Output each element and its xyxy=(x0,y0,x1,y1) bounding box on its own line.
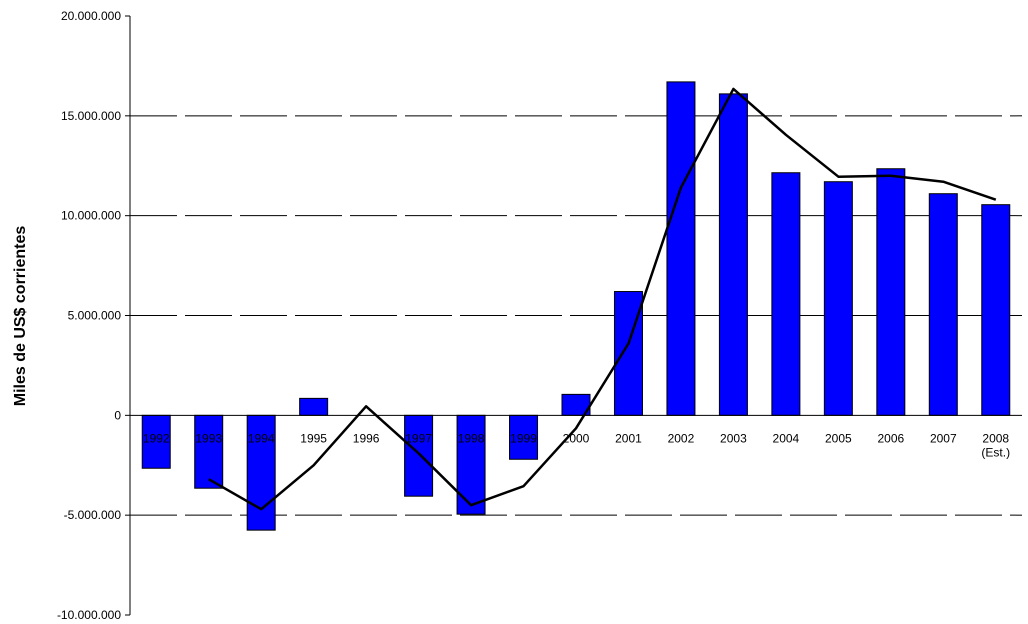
bar-1997 xyxy=(404,414,434,497)
bar-2007 xyxy=(928,193,958,416)
x-tick-label-2007: 2007 xyxy=(930,431,957,445)
x-tick-label-2008: 2008 xyxy=(982,431,1009,445)
bar-1993 xyxy=(194,414,224,489)
bar-2008 xyxy=(981,204,1011,416)
bar-2001 xyxy=(613,291,643,416)
bars xyxy=(141,81,1011,531)
bar-1992 xyxy=(141,414,171,469)
x-tick-label-1997: 1997 xyxy=(405,431,432,445)
y-tick-label: 10.000.000 xyxy=(61,209,121,223)
x-tick-labels: 1992 1993 1994 1995 1996 1997 1998 1999 2000 2001… xyxy=(143,431,1010,459)
y-tick-label: 15.000.000 xyxy=(61,109,121,123)
x-tick-label-2002: 2002 xyxy=(668,431,695,445)
bar-2002 xyxy=(666,81,696,416)
bar-2006 xyxy=(876,168,906,416)
x-tick-label-2005: 2005 xyxy=(825,431,852,445)
y-axis-title: Miles de US$ corrientes xyxy=(12,226,29,407)
bar-2005 xyxy=(823,181,853,416)
y-tick-label: -5.000.000 xyxy=(64,508,122,522)
x-tick-label-1996: 1996 xyxy=(353,431,380,445)
grid-lines xyxy=(130,115,1022,516)
x-tick-label-2006: 2006 xyxy=(877,431,904,445)
bar-2004 xyxy=(771,172,801,416)
y-ticks: -10.000.000 -5.000.000 0 5.000.000 10.000.00… xyxy=(57,9,130,622)
x-tick-sublabel: (Est.) xyxy=(981,445,1010,459)
y-tick-label: 20.000.000 xyxy=(61,9,121,23)
x-tick-label-2003: 2003 xyxy=(720,431,747,445)
x-tick-label-1999: 1999 xyxy=(510,431,537,445)
y-tick-label: 5.000.000 xyxy=(68,309,122,323)
x-tick-label-1994: 1994 xyxy=(248,431,275,445)
x-tick-label-1993: 1993 xyxy=(195,431,222,445)
bar-1998 xyxy=(456,414,486,515)
line-series xyxy=(208,87,997,511)
x-tick-label-1995: 1995 xyxy=(300,431,327,445)
y-tick-label: -10.000.000 xyxy=(57,608,121,622)
x-tick-label-2004: 2004 xyxy=(773,431,800,445)
y-tick-label: 0 xyxy=(114,408,121,422)
bar-2003 xyxy=(718,93,748,416)
bar-1995 xyxy=(299,397,329,416)
x-tick-label-1992: 1992 xyxy=(143,431,170,445)
x-tick-label-2001: 2001 xyxy=(615,431,642,445)
x-tick-label-1998: 1998 xyxy=(458,431,485,445)
